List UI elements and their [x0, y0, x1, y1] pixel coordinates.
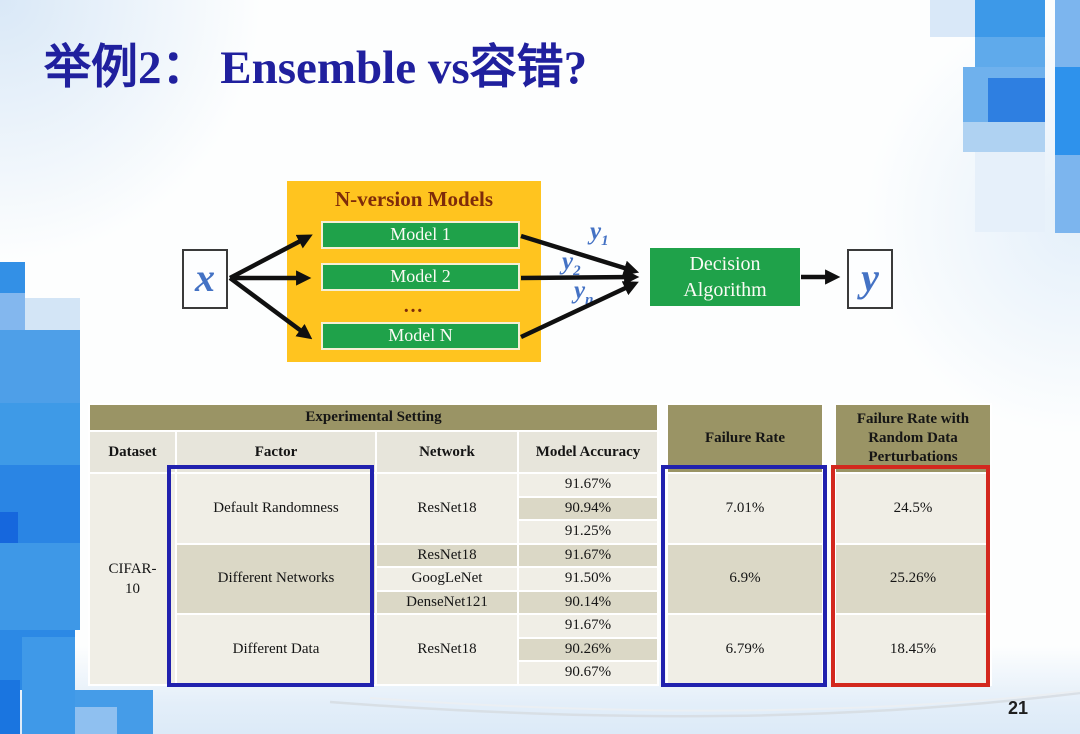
decor-square — [975, 37, 1045, 67]
decor-square — [1055, 155, 1080, 233]
perturbed-failure-rate-cell: 18.45% — [834, 613, 992, 686]
perturbed-failure-rate-cell: 25.26% — [834, 542, 992, 615]
decor-square — [22, 637, 75, 734]
factor-cell: Different Data — [175, 613, 377, 686]
network-cell: DenseNet121 — [375, 589, 519, 615]
factor-cell: Default Randomness — [175, 472, 377, 545]
accuracy-cell: 91.67% — [517, 542, 659, 568]
perturbed-failure-rate-cell: 24.5% — [834, 472, 992, 545]
model-2-box: Model 2 — [321, 263, 520, 291]
network-cell: GoogLeNet — [375, 566, 519, 592]
decor-square — [0, 293, 25, 333]
accuracy-cell: 90.94% — [517, 495, 659, 521]
decor-square — [0, 330, 80, 403]
decor-square — [0, 512, 18, 543]
factor-highlight-rect — [167, 465, 374, 687]
input-x-box: x — [182, 249, 228, 309]
output-label-yn: yn — [574, 277, 594, 308]
model-n-box: Model N — [321, 322, 520, 350]
output-y-box: y — [847, 249, 893, 309]
slide-title: 举例2： Ensemble vs容错? — [44, 42, 588, 94]
failure-rate-highlight-rect — [661, 465, 827, 687]
perturbed-failure-rate-header: Failure Rate with Random Data Perturbati… — [834, 403, 992, 474]
dataset-cell: CIFAR-10 — [88, 472, 177, 686]
factor-cell: Different Networks — [175, 542, 377, 615]
decor-square — [930, 0, 975, 37]
decision-line2: Algorithm — [683, 279, 767, 301]
failure-rate-header: Failure Rate — [666, 403, 824, 474]
decor-square — [75, 707, 117, 734]
decision-line1: Decision — [689, 253, 761, 275]
failure-rate-cell: 6.79% — [666, 613, 824, 686]
page-number: 21 — [1008, 698, 1029, 718]
decor-square — [0, 543, 80, 630]
accuracy-cell: 90.14% — [517, 589, 659, 615]
accuracy-cell: 90.67% — [517, 660, 659, 686]
output-label-y1: y1 — [590, 218, 609, 249]
decision-algorithm-box: Decision Algorithm — [650, 248, 800, 306]
results-table: Experimental Setting Failure Rate Failur… — [88, 403, 992, 686]
network-cell: ResNet18 — [375, 472, 519, 545]
accuracy-cell: 91.67% — [517, 472, 659, 498]
network-cell: ResNet18 — [375, 613, 519, 686]
model-1-box: Model 1 — [321, 221, 520, 249]
network-cell: ResNet18 — [375, 542, 519, 568]
model-accuracy-column-header: Model Accuracy — [517, 430, 659, 474]
decor-square — [963, 122, 1045, 152]
accuracy-cell: 91.50% — [517, 566, 659, 592]
decor-square — [988, 78, 1045, 122]
dataset-column-header: Dataset — [88, 430, 177, 474]
accuracy-cell: 90.26% — [517, 636, 659, 662]
decor-square — [25, 298, 80, 330]
experimental-setting-header: Experimental Setting — [88, 403, 659, 432]
decor-square — [975, 0, 1045, 37]
failure-rate-cell: 6.9% — [666, 542, 824, 615]
output-label-y2: y2 — [562, 248, 581, 279]
decor-square — [0, 262, 25, 293]
decor-square — [975, 152, 1045, 232]
models-ellipsis: … — [403, 295, 425, 317]
decor-square — [0, 680, 20, 734]
dataset-value: CIFAR-10 — [108, 560, 157, 597]
n-version-models-title: N-version Models — [334, 187, 494, 211]
perturbed-failure-rate-highlight-rect — [831, 465, 990, 687]
failure-rate-cell: 7.01% — [666, 472, 824, 545]
accuracy-cell: 91.25% — [517, 519, 659, 545]
decor-square — [1055, 67, 1080, 155]
decor-square — [1055, 0, 1080, 67]
bottom-swoosh — [329, 690, 1080, 718]
decor-square — [0, 403, 80, 465]
accuracy-cell: 91.67% — [517, 613, 659, 639]
network-column-header: Network — [375, 430, 519, 474]
